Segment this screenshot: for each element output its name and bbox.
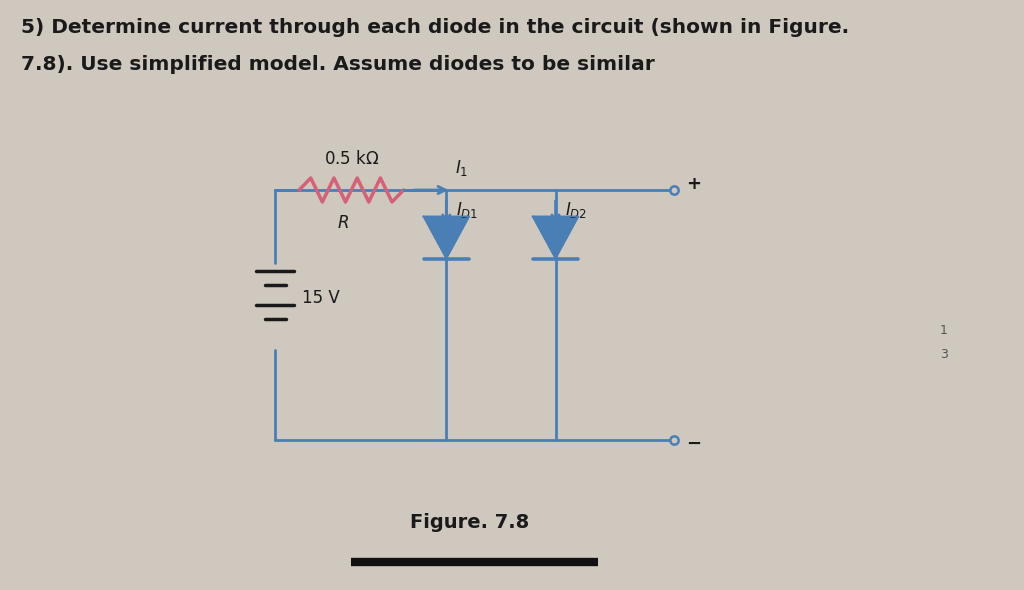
Text: $I_{D1}$: $I_{D1}$ xyxy=(456,200,478,220)
Text: 1: 1 xyxy=(940,323,948,336)
Text: $I_{D2}$: $I_{D2}$ xyxy=(565,200,587,220)
Polygon shape xyxy=(532,217,579,258)
Text: 15 V: 15 V xyxy=(302,289,340,307)
Text: 7.8). Use simplified model. Assume diodes to be similar: 7.8). Use simplified model. Assume diode… xyxy=(20,55,654,74)
Text: −: − xyxy=(686,435,700,453)
Text: 5) Determine current through each diode in the circuit (shown in Figure.: 5) Determine current through each diode … xyxy=(20,18,849,37)
Text: 0.5 k$\Omega$: 0.5 k$\Omega$ xyxy=(324,150,379,168)
Polygon shape xyxy=(424,217,469,258)
Text: Figure. 7.8: Figure. 7.8 xyxy=(411,513,529,532)
Text: +: + xyxy=(686,175,700,193)
Text: 3: 3 xyxy=(940,349,948,362)
Text: $I_1$: $I_1$ xyxy=(455,158,468,178)
Text: R: R xyxy=(338,214,349,232)
